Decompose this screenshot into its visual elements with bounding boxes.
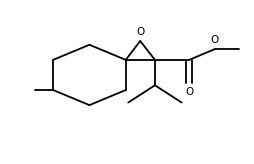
Text: O: O <box>136 27 144 37</box>
Text: O: O <box>211 35 219 45</box>
Text: O: O <box>185 87 193 97</box>
